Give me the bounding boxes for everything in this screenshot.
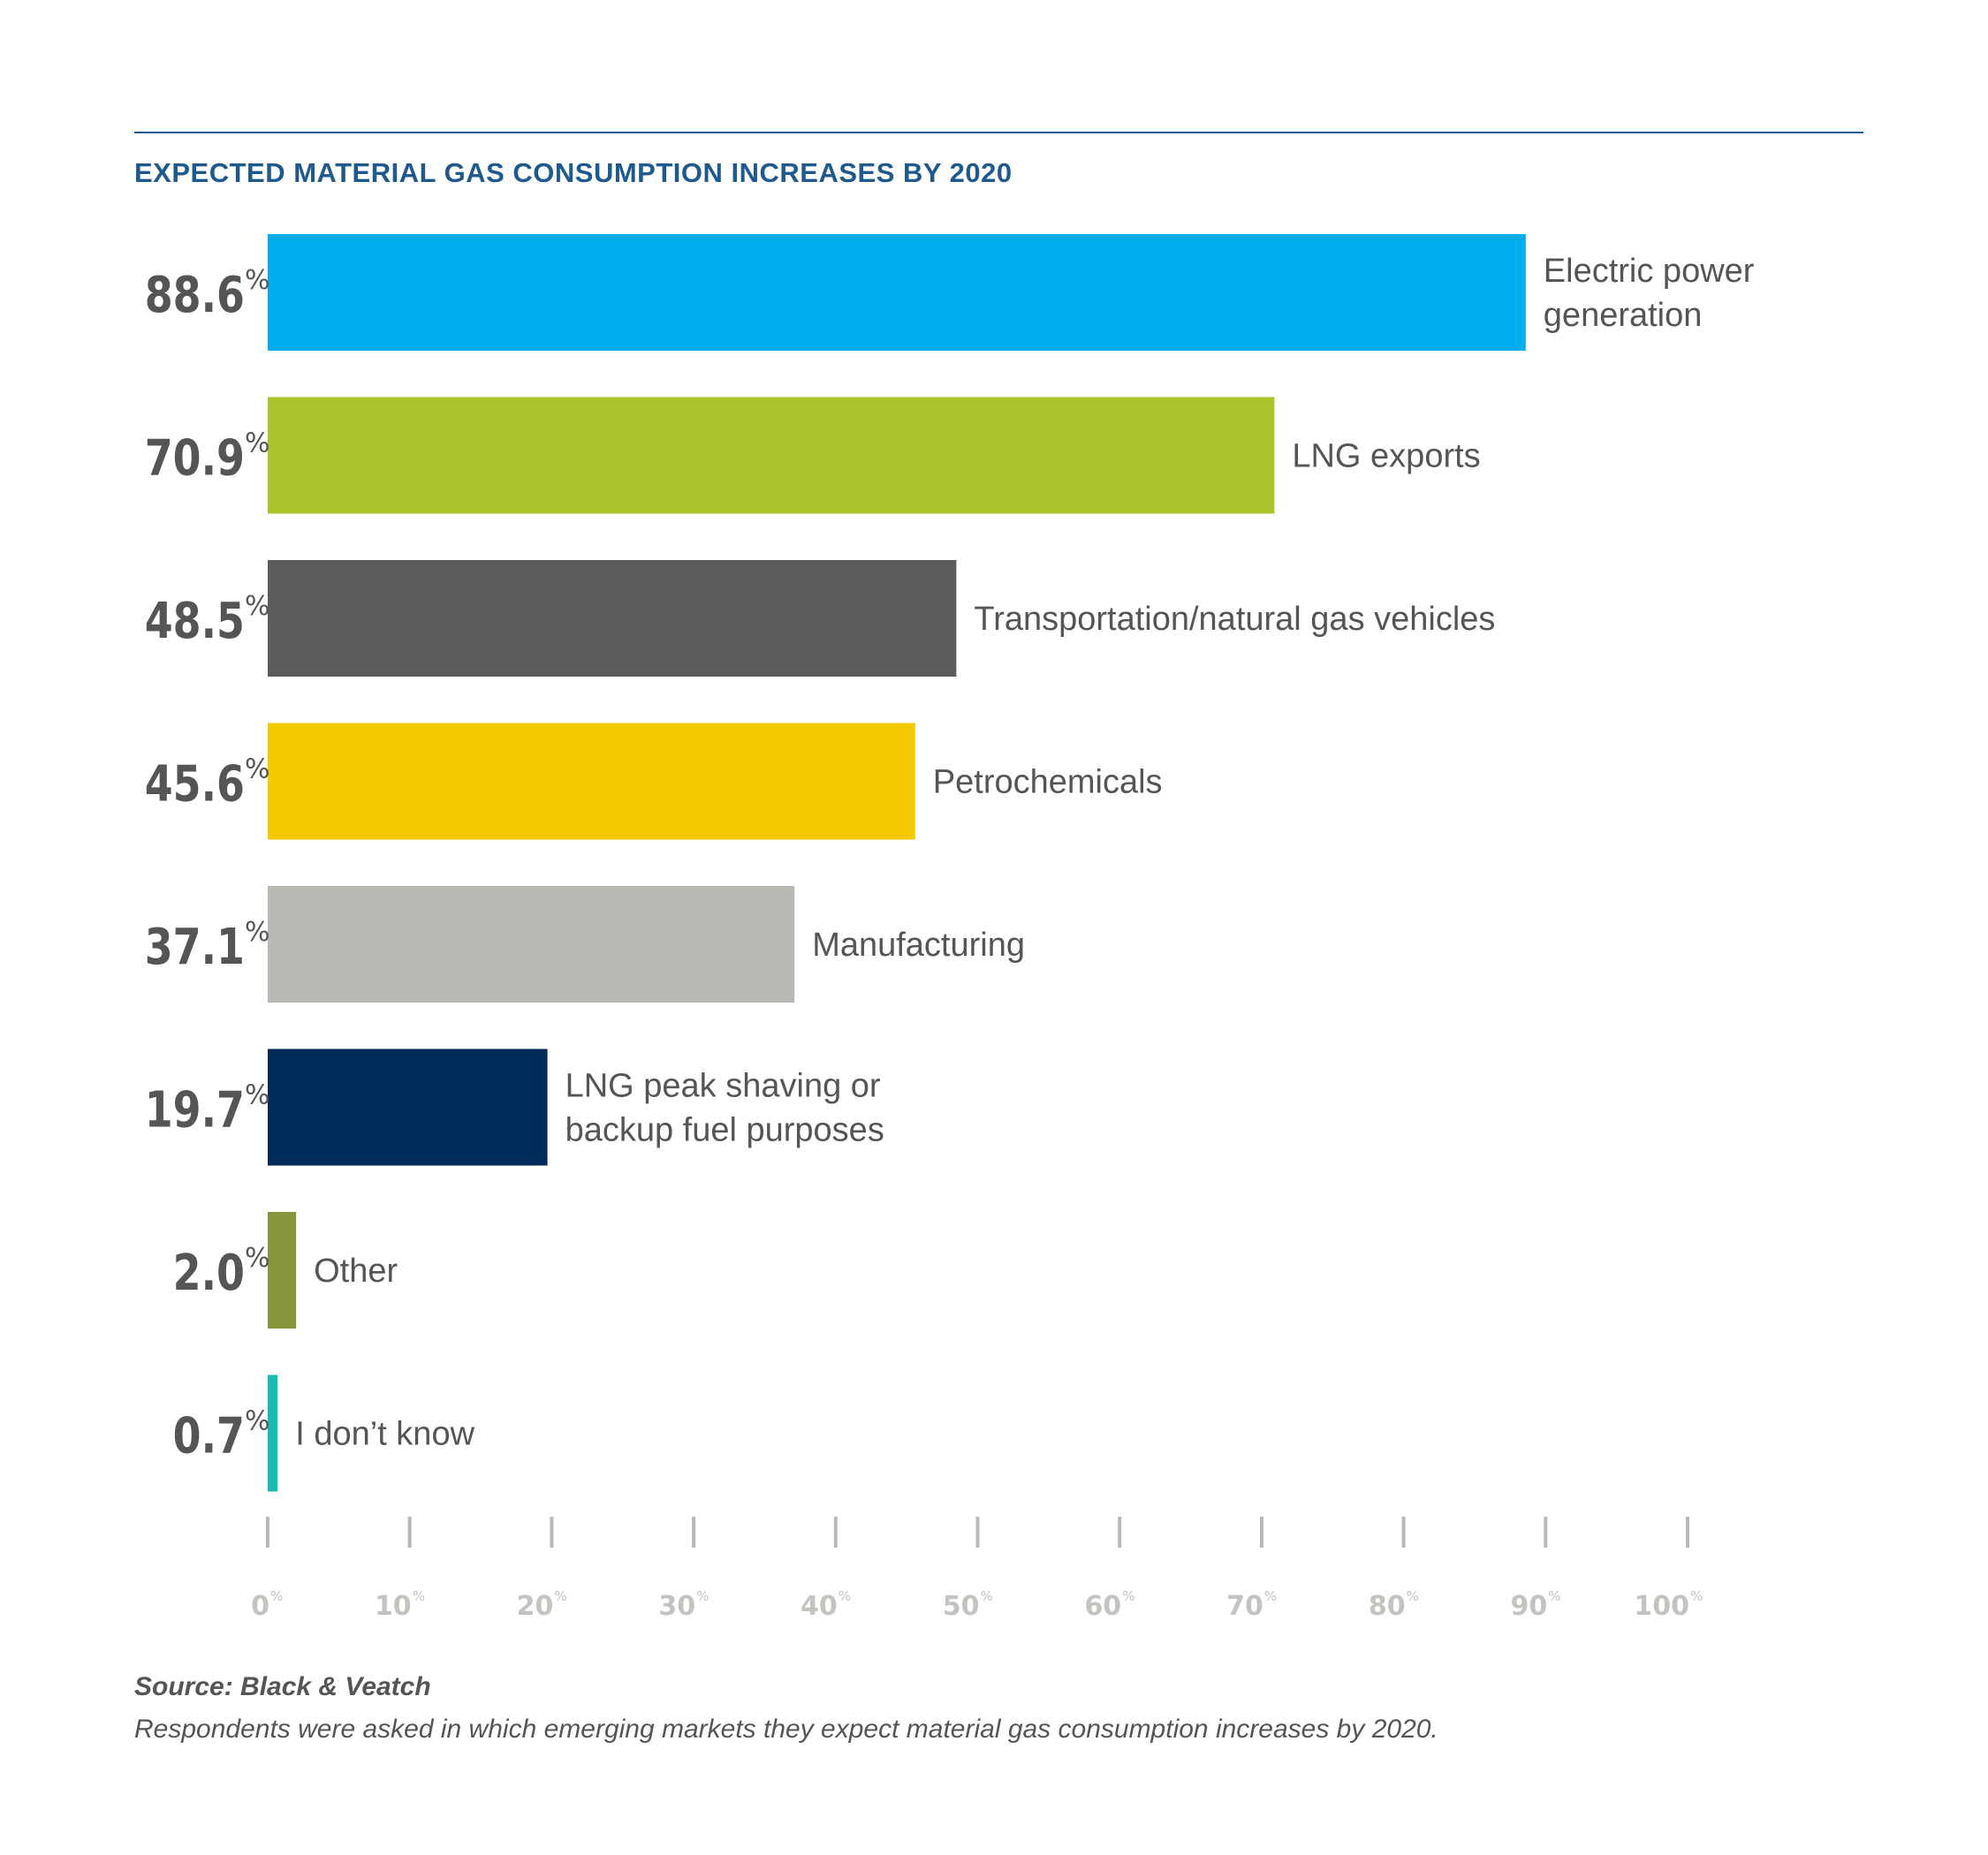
x-tick-label: 90 xyxy=(1511,1591,1548,1622)
bar xyxy=(268,560,957,677)
value-label: 19.7 xyxy=(145,1081,245,1140)
x-tick-unit: % xyxy=(1548,1588,1560,1604)
category-label: Petrochemicals xyxy=(933,764,1163,801)
top-rule xyxy=(134,132,1863,133)
bar xyxy=(268,886,795,1003)
source-text: Source: Black & Veatch xyxy=(134,1672,431,1701)
x-tick-label: 50 xyxy=(943,1591,980,1622)
x-tick-label: 60 xyxy=(1084,1591,1121,1622)
footnote-text: Respondents were asked in which emerging… xyxy=(134,1715,1438,1744)
x-tick-unit: % xyxy=(413,1588,425,1604)
category-label: LNG exports xyxy=(1292,438,1480,475)
bar xyxy=(268,1212,297,1329)
value-unit: % xyxy=(245,1406,270,1437)
x-tick-label: 10 xyxy=(375,1591,412,1622)
category-label: I don’t know xyxy=(295,1416,474,1453)
chart-title: EXPECTED MATERIAL GAS CONSUMPTION INCREA… xyxy=(134,157,1013,188)
x-tick-unit: % xyxy=(981,1588,993,1604)
x-tick-unit: % xyxy=(1407,1588,1419,1604)
category-label: backup fuel purposes xyxy=(565,1112,884,1149)
category-label: LNG peak shaving or xyxy=(565,1068,881,1105)
x-tick-unit: % xyxy=(838,1588,851,1604)
bar xyxy=(268,234,1526,351)
value-label: 88.6 xyxy=(145,267,245,325)
value-unit: % xyxy=(245,1243,270,1274)
value-unit: % xyxy=(245,265,270,296)
bar xyxy=(268,1374,278,1492)
x-tick-unit: % xyxy=(696,1588,709,1604)
value-unit: % xyxy=(245,428,270,459)
value-unit: % xyxy=(245,917,270,948)
category-label: generation xyxy=(1544,297,1703,334)
value-label: 2.0 xyxy=(173,1245,245,1303)
x-tick-label: 20 xyxy=(517,1591,554,1622)
x-tick-label: 100 xyxy=(1634,1591,1689,1622)
value-unit: % xyxy=(245,1080,270,1111)
x-tick-unit: % xyxy=(1264,1588,1277,1604)
x-tick-label: 80 xyxy=(1369,1591,1406,1622)
value-unit: % xyxy=(245,591,270,622)
value-label: 37.1 xyxy=(145,919,245,977)
x-tick-unit: % xyxy=(1122,1588,1134,1604)
value-label: 70.9 xyxy=(145,429,245,488)
category-label: Transportation/natural gas vehicles xyxy=(974,601,1495,638)
category-label: Other xyxy=(314,1253,398,1290)
x-tick-label: 70 xyxy=(1226,1591,1263,1622)
x-tick-unit: % xyxy=(554,1588,566,1604)
category-label: Electric power xyxy=(1544,253,1755,290)
x-tick-label: 0 xyxy=(251,1591,269,1622)
value-label: 0.7 xyxy=(173,1407,245,1465)
x-tick-unit: % xyxy=(1690,1588,1703,1604)
value-unit: % xyxy=(245,754,270,785)
x-tick-label: 30 xyxy=(658,1591,695,1622)
category-label: Manufacturing xyxy=(812,927,1025,964)
value-label: 45.6 xyxy=(145,755,245,814)
bar xyxy=(268,397,1275,514)
x-tick-label: 40 xyxy=(801,1591,838,1622)
value-label: 48.5 xyxy=(145,593,245,651)
bar xyxy=(268,723,915,840)
x-tick-unit: % xyxy=(270,1588,283,1604)
bar xyxy=(268,1049,548,1166)
